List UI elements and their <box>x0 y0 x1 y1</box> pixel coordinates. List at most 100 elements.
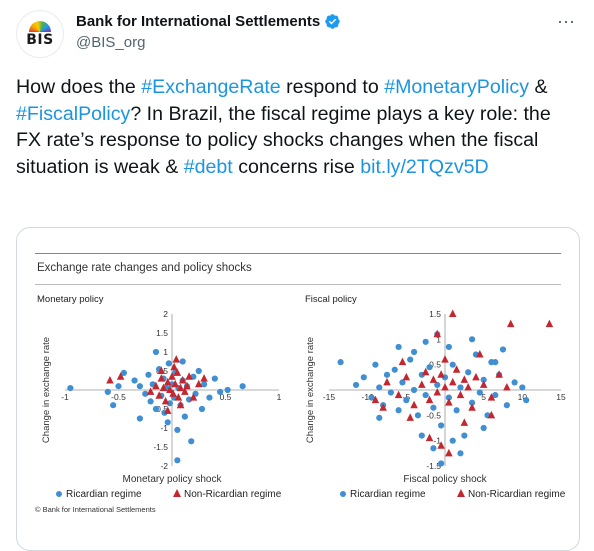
non-ricardian-point <box>398 357 407 366</box>
non-ricardian-point <box>545 319 554 328</box>
ricardian-point <box>403 397 410 404</box>
title-rule <box>35 253 561 254</box>
y-tick-label: -1 <box>433 436 441 446</box>
non-ricardian-point <box>170 362 178 371</box>
non-ricardian-point <box>506 319 515 328</box>
tweet-text-segment: concerns rise <box>232 155 361 178</box>
ricardian-point <box>239 383 246 390</box>
ricardian-point <box>422 391 429 399</box>
ricardian-point <box>465 369 472 376</box>
ricardian-point <box>395 407 402 414</box>
non-ricardian-point <box>394 390 403 399</box>
ricardian-point <box>407 356 414 363</box>
non-ricardian-point <box>495 370 503 378</box>
y-tick-label: -2 <box>160 461 168 471</box>
legend-ricardian-label: Ricardian regime <box>66 489 142 500</box>
non-ricardian-point <box>479 380 488 388</box>
non-ricardian-point <box>448 309 457 317</box>
bis-logo-rainbow <box>29 21 51 32</box>
non-ricardian-point <box>183 381 191 390</box>
non-ricardian-point <box>163 406 172 414</box>
x-axis-label: Monetary policy shock <box>123 474 223 485</box>
y-tick-label: -0.5 <box>426 410 441 420</box>
non-ricardian-point <box>172 355 181 363</box>
non-ricardian-point <box>200 374 208 382</box>
ricardian-point <box>480 424 487 432</box>
hashtag-link[interactable]: #FiscalPolicy <box>16 102 131 125</box>
avatar[interactable]: BIS <box>16 10 64 58</box>
tweet-text-segment: respond to <box>280 76 385 98</box>
legend-non-ricardian-marker <box>173 489 181 497</box>
non-ricardian-point <box>460 375 469 383</box>
y-tick-label: -1.5 <box>426 461 441 471</box>
ricardian-point <box>391 366 398 373</box>
non-ricardian-point <box>402 372 411 381</box>
non-ricardian-point <box>146 387 155 395</box>
ricardian-point <box>445 394 452 401</box>
x-tick-label: -1 <box>61 392 69 402</box>
non-ricardian-point <box>176 400 185 409</box>
tweet-text-segment: ? In Brazil, the fiscal regime plays a k… <box>16 102 551 178</box>
ricardian-point <box>387 389 394 396</box>
display-name-row[interactable]: Bank for International Settlements <box>76 13 341 30</box>
figure-title: Exchange rate changes and policy shocks <box>37 262 252 274</box>
hashtag-link[interactable]: #ExchangeRate <box>141 76 281 98</box>
y-tick-label: 1 <box>436 334 441 344</box>
non-ricardian-point <box>425 395 434 404</box>
y-tick-label: -1.5 <box>153 442 168 452</box>
hashtag-link[interactable]: #MonetaryPolicy <box>384 76 530 98</box>
ricardian-point <box>422 338 429 345</box>
non-ricardian-point <box>429 375 438 383</box>
ricardian-point <box>418 432 425 439</box>
non-ricardian-point <box>161 396 170 405</box>
ricardian-point <box>104 388 111 395</box>
media-card[interactable]: Exchange rate changes and policy shocks … <box>16 227 580 551</box>
non-ricardian-point <box>383 377 391 386</box>
ricardian-point <box>152 405 160 413</box>
ricardian-point <box>399 379 406 386</box>
non-ricardian-point <box>157 374 166 382</box>
ricardian-point <box>395 343 402 351</box>
panel-title-fiscal: Fiscal policy <box>305 294 357 305</box>
y-tick-label: 2 <box>163 309 168 319</box>
more-options-icon[interactable]: ⋯ <box>557 12 576 32</box>
non-ricardian-point <box>437 370 445 378</box>
ricardian-point <box>414 412 422 419</box>
legend-non-ricardian-label: Non-Ricardian regime <box>468 489 566 500</box>
url-link[interactable]: bit.ly/2TQzv5D <box>360 155 489 178</box>
handle[interactable]: @BIS_org <box>76 34 146 51</box>
hashtag-link[interactable]: #debt <box>183 155 233 178</box>
y-tick-label: -1 <box>160 423 168 433</box>
legend-non-ricardian-label: Non-Ricardian regime <box>184 489 282 500</box>
display-name[interactable]: Bank for International Settlements <box>76 13 321 30</box>
ricardian-point <box>179 358 186 365</box>
legend-non-ricardian-marker <box>457 489 465 497</box>
ricardian-point <box>198 405 206 413</box>
non-ricardian-point <box>155 391 163 399</box>
ricardian-point <box>115 383 122 390</box>
ricardian-point <box>445 343 452 351</box>
non-ricardian-point <box>503 382 511 391</box>
ricardian-point <box>499 346 507 353</box>
ricardian-point <box>523 397 530 404</box>
scatter-plots: -1 -0.5 0.5 1 2 1.5 1 0.5 -0.5 -1 -1.5 -2 Change in … <box>41 309 566 500</box>
x-tick-label: 5 <box>481 392 486 402</box>
ricardian-point <box>166 400 173 407</box>
ricardian-point <box>376 414 383 421</box>
ricardian-point <box>468 399 476 406</box>
x-tick-label: 10 <box>518 392 528 402</box>
non-ricardian-point <box>152 381 160 390</box>
non-ricardian-point <box>178 376 187 384</box>
non-ricardian-point <box>189 393 198 401</box>
ricardian-point <box>410 348 418 356</box>
non-ricardian-point <box>410 400 418 409</box>
non-ricardian-point <box>185 372 193 380</box>
non-ricardian-point <box>437 441 445 449</box>
non-ricardian-point <box>464 382 472 391</box>
ricardian-point <box>492 359 499 366</box>
ricardian-point <box>360 374 367 381</box>
non-ricardian-point <box>195 379 203 388</box>
non-ricardian-point <box>418 380 426 388</box>
ricardian-point <box>438 422 445 429</box>
non-ricardian-point <box>441 355 449 363</box>
